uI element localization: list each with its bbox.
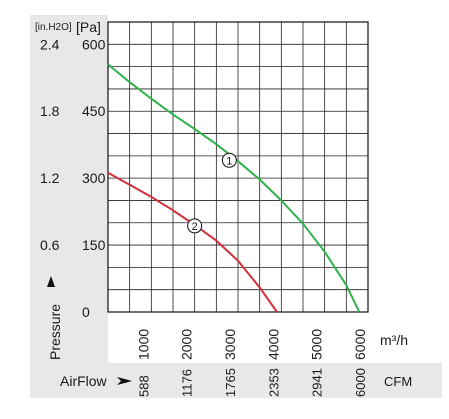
y-axis-arrow-icon (47, 276, 55, 287)
y-tick-inh2o: 1.2 (40, 170, 60, 186)
plot-frame (107, 21, 369, 313)
y-tick-pa: 600 (82, 36, 106, 52)
airflow-arrow-icon (117, 377, 132, 385)
x-tick-label: 2000 (179, 329, 195, 360)
curve-marker-label: 2 (192, 221, 198, 233)
series-line-1 (107, 63, 361, 313)
curve-marker-circle (221, 152, 237, 168)
x-tick-label: 4000 (265, 329, 281, 360)
y-tick-pa: 150 (82, 237, 106, 253)
y-unit-inh2o: [in.H2O] (35, 22, 72, 33)
x-tick-label: 3000 (222, 329, 238, 360)
axis-white-region (108, 15, 442, 363)
cfm-tick-label: 6000 (353, 368, 368, 397)
cfm-tick-label: 1176 (180, 369, 195, 397)
cfm-tick-label: 1765 (223, 368, 238, 397)
airflow-label: AirFlow (60, 373, 108, 389)
cfm-unit-label: CFM (384, 374, 412, 389)
y-ticks: 0 150 0.6 300 1.2 450 1.8 600 2.4 (40, 36, 106, 320)
cfm-strip (30, 363, 442, 398)
y-tick-inh2o: 0.6 (40, 237, 60, 253)
curve-marker-circle (187, 218, 203, 234)
x-tick-label: 6000 (352, 329, 368, 360)
x-tick-label: 1000 (135, 329, 151, 360)
y-tick-inh2o: 1.8 (40, 103, 60, 119)
y-tick-pa: 300 (82, 170, 106, 186)
cfm-tick-label: 2941 (310, 368, 325, 397)
y-tick-pa: 0 (82, 304, 90, 320)
y-tick-inh2o: 2.4 (40, 36, 60, 52)
cfm-ticks: 588 1176 1765 2353 2941 6000 (136, 368, 368, 397)
curve-marker-label: 1 (226, 155, 232, 167)
x-unit-label: m³/h (380, 332, 408, 348)
y-tick-pa: 450 (82, 103, 106, 119)
cfm-tick-label: 588 (136, 375, 151, 397)
marker-layer: 12 (187, 152, 237, 234)
x-tick-label: 5000 (309, 329, 325, 360)
x-ticks: 1000 2000 3000 4000 5000 6000 (135, 329, 368, 360)
y-axis-title: Pressure (47, 304, 63, 360)
grid (108, 22, 368, 312)
cfm-tick-label: 2353 (266, 368, 281, 397)
y-unit-pa: [Pa] (76, 19, 101, 35)
